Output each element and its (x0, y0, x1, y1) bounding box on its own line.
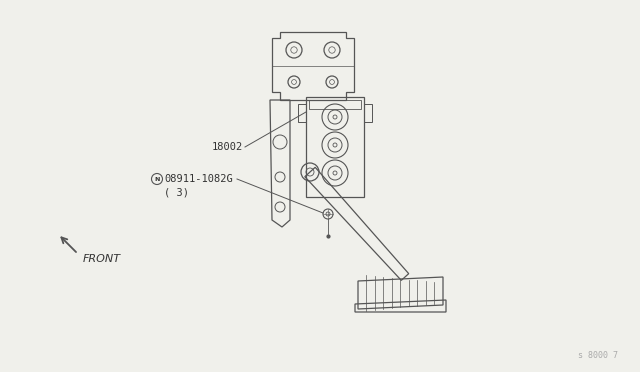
Bar (309, 100, 361, 109)
Bar (364, 104, 372, 122)
Text: N: N (154, 176, 160, 182)
Text: s 8000 7: s 8000 7 (578, 351, 618, 360)
Text: 18002: 18002 (212, 142, 243, 152)
Text: ( 3): ( 3) (164, 187, 189, 197)
Text: FRONT: FRONT (83, 254, 121, 264)
Bar (306, 97, 364, 197)
Text: 08911-1082G: 08911-1082G (164, 174, 233, 184)
Bar (298, 104, 306, 122)
